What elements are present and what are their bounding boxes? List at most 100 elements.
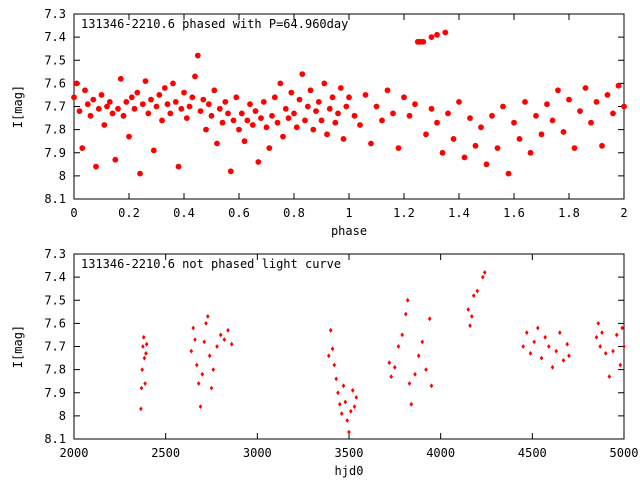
chart-0-data-point [126,133,132,140]
chart-1-data-point [598,344,602,349]
chart-0-x-tick-label: 1 [345,206,352,220]
chart-0-data-point [277,80,284,87]
chart-0-data-point [340,136,347,142]
chart-1-data-point [405,297,410,303]
chart-0-data-point [87,112,94,119]
chart-1-data-point [215,344,219,349]
chart-1-data-point [471,293,476,298]
chart-1-data-point [140,367,144,372]
chart-0-data-point [343,103,350,110]
chart-0-data-point [197,108,204,114]
chart-0-data-point [346,94,352,101]
chart-1-data-point [354,395,359,400]
chart-0-data-point [76,108,83,114]
chart-0-data-point [566,96,572,103]
chart-1-data-point [141,344,145,349]
chart-0-data-point [423,131,429,138]
chart-0-data-points [71,29,627,177]
chart-0-data-point [288,89,295,96]
chart-0-data-point [527,149,534,156]
chart-0-data-point [137,170,143,177]
chart-1-data-point [193,337,197,342]
chart-0-data-point [266,145,273,152]
chart-0-data-point [483,161,490,168]
chart-1-data-point [202,339,206,345]
chart-1-data-point [400,332,404,338]
chart-0-data-point [456,99,462,105]
chart-0-data-point [271,94,278,101]
chart-0-data-point [128,94,135,101]
chart-0-data-point [95,105,102,112]
chart-1-data-point [525,330,529,335]
chart-0-data-point [445,110,451,117]
chart-0-data-point [117,75,124,82]
chart-0-data-point [104,103,110,110]
chart-1-x-tick-label: 2000 [60,446,89,460]
chart-0-data-point [296,96,303,103]
chart-0-data-point [238,110,245,117]
chart-1-data-point [206,314,210,319]
chart-0-data-point [131,105,138,112]
chart-1-x-axis-label: hjd0 [335,464,364,478]
chart-1-title: 131346-2210.6 not phased light curve [81,257,341,271]
chart-1-data-point [614,332,619,338]
chart-1-data-point [196,381,201,386]
chart-0-data-point [71,94,77,101]
chart-0-data-point [120,112,127,119]
chart-1-data-point [396,344,401,349]
chart-0-data-point [236,126,242,133]
chart-1-data-point [389,374,393,379]
chart-1-data-point [470,314,474,319]
chart-0-y-tick-label: 7.9 [44,146,66,160]
chart-0-data-point [401,94,407,101]
chart-0-data-point [544,101,550,108]
chart-1-y-tick-label: 7.5 [44,293,66,307]
chart-1-data-point [424,367,428,372]
chart-1-data-point [209,385,214,391]
chart-1-y-tick-label: 7.3 [44,247,66,261]
chart-1-data-point [200,371,205,377]
chart-0-data-point [604,92,611,98]
chart-0-data-point [395,145,402,152]
chart-0-data-point [368,140,374,147]
chart-0-y-tick-label: 8.1 [44,192,66,206]
chart-0-x-tick-label: 1.2 [393,206,415,220]
chart-1-y-axis-label: I[mag] [11,325,25,368]
chart-0-data-point [313,108,319,114]
chart-0-data-point [329,94,336,101]
chart-1-y-tick-label: 7.6 [44,316,66,330]
chart-0-data-point [577,108,583,114]
chart-0-x-tick-label: 1.8 [558,206,580,220]
chart-0-data-point [263,124,270,131]
chart-0-data-point [134,89,141,96]
chart-1-data-point [139,406,143,412]
chart-0-data-point [588,119,594,126]
chart-1-data-point [466,307,470,312]
chart-0-x-tick-label: 0.4 [173,206,195,220]
chart-0-x-tick-label: 0.2 [118,206,140,220]
chart-0-data-point [379,117,385,124]
chart-0-data-point [500,103,506,110]
chart-1-data-point [558,330,562,335]
chart-1-data-point [327,353,331,359]
chart-0-data-point [299,71,306,77]
chart-0-data-point [208,112,215,119]
chart-1-data-point [198,404,203,409]
chart-1-data-point [191,325,195,331]
chart-0-data-point [315,99,322,105]
chart-0-data-point [255,159,262,165]
chart-1-data-point [144,341,149,347]
chart-1-data-points [139,270,626,435]
chart-1-data-point [561,358,566,363]
chart-0-data-point [159,117,165,124]
chart-1-y-tick-label: 7.9 [44,386,66,400]
chart-0-data-point [285,115,292,121]
chart-0-data-point [98,92,105,98]
chart-1-y-tick-label: 7.4 [44,270,66,284]
chart-0-y-tick-label: 7.6 [44,76,66,90]
chart-0-data-point [156,92,163,98]
chart-0-data-point [84,101,91,108]
chart-0-data-point [307,87,314,94]
chart-1-data-point [328,327,333,333]
chart-0-title: 131346-2210.6 phased with P=64.960day [81,17,348,31]
